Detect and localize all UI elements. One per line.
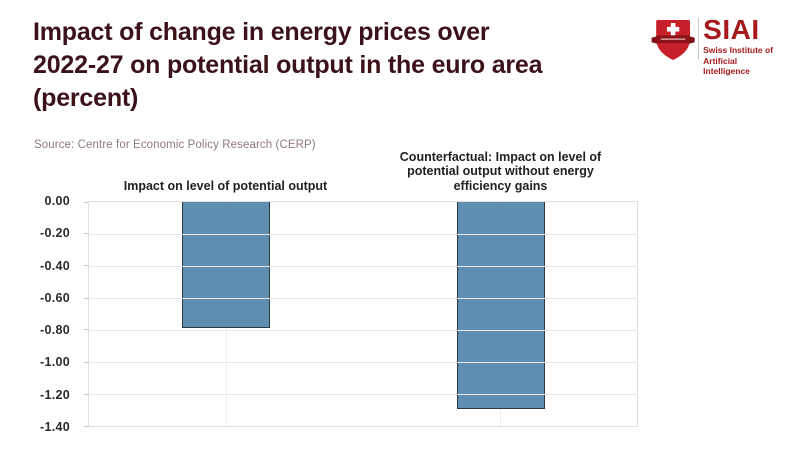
- siai-logo: SIAI Swiss Institute of Artificial Intel…: [650, 16, 780, 76]
- y-tick-mark: [84, 265, 88, 267]
- shield-banner-text: [660, 38, 686, 40]
- y-tick-label: -1.00: [40, 355, 70, 370]
- gridline-h: [89, 234, 637, 235]
- y-tick-mark: [84, 361, 88, 363]
- logo-divider: [698, 18, 700, 60]
- gridline-h: [89, 266, 637, 267]
- logo-name-line1: Swiss Institute of: [703, 45, 774, 55]
- category-label-counterfactual: Counterfactual: Impact on level of poten…: [399, 149, 602, 193]
- y-tick-label: -0.20: [40, 226, 70, 241]
- logo-acronym: SIAI: [703, 14, 760, 45]
- bar-counterfactual-impact: [457, 202, 545, 409]
- y-tick-label: -0.80: [40, 323, 70, 338]
- category-headers: Impact on level of potential output Coun…: [88, 146, 638, 196]
- logo-name-line2: Artificial Intelligence: [703, 56, 750, 76]
- y-tick-label: -1.40: [40, 420, 70, 434]
- bar-impact-potential-output: [182, 202, 270, 328]
- gridline-h: [89, 394, 637, 395]
- logo-wordmark: SIAI Swiss Institute of Artificial Intel…: [703, 14, 780, 77]
- swiss-shield-icon: [651, 19, 695, 61]
- y-tick-mark: [84, 425, 88, 427]
- y-tick-label: -0.60: [40, 290, 70, 305]
- gridline-h: [89, 298, 637, 299]
- y-tick-label: -1.20: [40, 387, 70, 402]
- y-tick-mark: [84, 201, 88, 203]
- source-caption: Source: Centre for Economic Policy Resea…: [34, 139, 316, 151]
- y-tick-mark: [84, 233, 88, 235]
- plot-area: [84, 201, 638, 427]
- gridline-h: [89, 330, 637, 331]
- y-tick-mark: [84, 329, 88, 331]
- gridline-h: [89, 362, 637, 363]
- category-label-impact: Impact on level of potential output: [123, 178, 328, 193]
- y-tick-mark: [84, 393, 88, 395]
- y-tick-label: 0.00: [44, 194, 70, 208]
- y-tick-label: -0.40: [40, 258, 70, 273]
- y-tick-mark: [84, 297, 88, 299]
- y-axis-labels: 0.00 -0.20 -0.40 -0.60 -0.80 -1.00 -1.20 -1.40: [0, 194, 80, 434]
- page-title: Impact of change in energy prices over 2…: [33, 18, 543, 112]
